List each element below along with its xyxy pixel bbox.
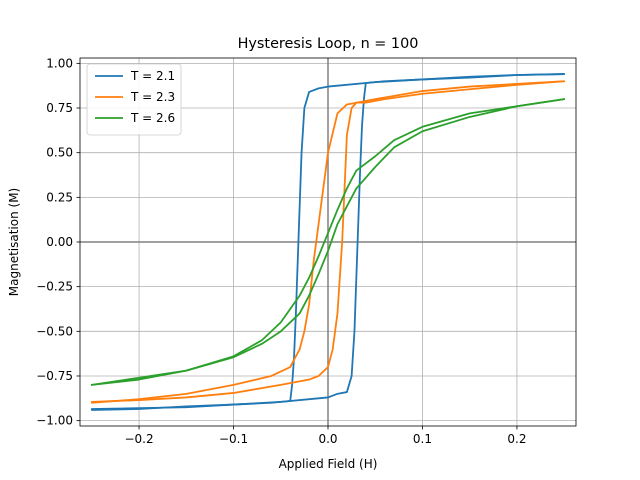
series-line-3-descending: [90, 98, 566, 386]
y-tick-label: 1.00: [46, 56, 73, 70]
y-tick-label: 0.50: [46, 146, 73, 160]
y-tick-label: −0.75: [36, 369, 73, 383]
x-tick-label: 0.1: [413, 432, 432, 446]
legend-label: T = 2.6: [130, 111, 175, 125]
y-axis-label: Magnetisation (M): [7, 188, 21, 296]
legend: T = 2.1 T = 2.3 T = 2.6: [86, 63, 182, 136]
y-tick-label: 0.75: [46, 101, 73, 115]
y-tick-label: −0.50: [36, 324, 73, 338]
x-tick-label: 0.2: [507, 432, 526, 446]
x-tick-label: −0.1: [219, 432, 248, 446]
series-line-2-ascending: [90, 80, 566, 403]
y-tick-label: −0.25: [36, 280, 73, 294]
legend-label: T = 2.3: [130, 90, 175, 104]
y-tick-label: −1.00: [36, 414, 73, 428]
x-tick-label: −0.2: [124, 432, 153, 446]
legend-label: T = 2.1: [130, 69, 175, 83]
x-tick-label: 0.0: [318, 432, 337, 446]
ticks: −0.2 −0.1 0.0 0.1 0.2 −1.00 −0.75 −0.50 −0.25 0.0…: [36, 56, 526, 446]
y-tick-label: 0.25: [46, 190, 73, 204]
series-lines: [90, 73, 566, 411]
x-axis-label: Applied Field (H): [279, 457, 378, 471]
y-tick-label: 0.00: [46, 235, 73, 249]
chart-title: Hysteresis Loop, n = 100: [238, 36, 419, 52]
series-line-1-descending: [90, 73, 566, 411]
series-line-2-descending: [90, 80, 566, 404]
